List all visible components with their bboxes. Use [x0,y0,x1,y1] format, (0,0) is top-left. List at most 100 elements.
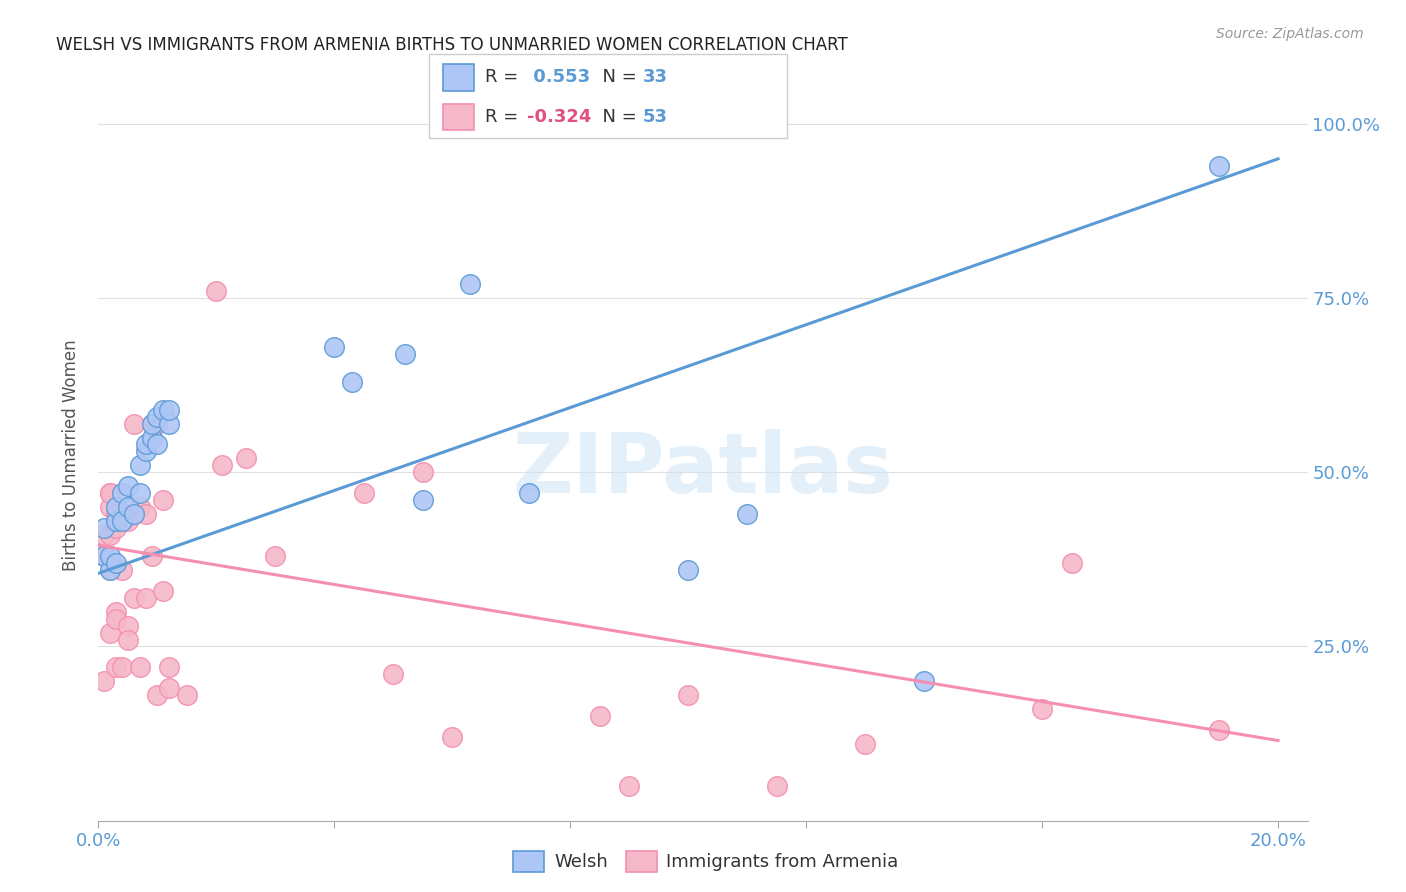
Point [117,632,139,647]
Point [117,479,139,493]
Point [122,507,145,521]
Point [105,500,128,515]
Point [441,730,464,744]
Point [912,674,935,689]
Point [157,681,180,696]
Point [157,402,180,417]
Point [157,660,180,674]
Point [394,347,416,361]
Point [93,674,115,689]
Point [105,521,128,535]
Point [128,486,150,500]
Point [157,417,180,431]
Point [323,340,346,354]
Point [98,625,121,640]
Point [93,521,115,535]
Point [135,507,157,521]
Text: Welsh: Welsh [554,853,607,871]
Point [412,493,434,508]
Point [111,563,134,577]
Point [1208,159,1230,173]
Text: Immigrants from Armenia: Immigrants from Armenia [666,853,898,871]
Point [117,618,139,632]
Point [111,660,134,674]
Point [141,430,163,444]
Point [117,500,139,515]
Point [105,660,128,674]
Point [235,451,257,466]
Point [111,514,134,528]
Point [105,556,128,570]
Point [122,507,145,521]
Point [98,486,121,500]
Text: N =: N = [591,108,643,126]
Point [146,409,169,424]
Point [135,437,157,451]
Point [458,277,481,292]
Point [117,514,139,528]
Point [93,549,115,563]
Point [1208,723,1230,737]
Point [589,709,612,723]
Point [1031,702,1053,716]
Point [135,444,157,458]
Text: Source: ZipAtlas.com: Source: ZipAtlas.com [1216,27,1364,41]
Point [98,549,121,563]
Point [141,417,163,431]
Point [128,458,150,473]
Point [128,500,150,515]
Point [111,514,134,528]
Point [111,486,134,500]
Point [382,667,405,681]
Point [141,417,163,431]
Text: R =: R = [485,108,524,126]
Point [98,500,121,515]
Point [98,486,121,500]
Point [117,507,139,521]
Text: 33: 33 [643,69,668,87]
Point [678,688,700,702]
Point [105,605,128,619]
Point [93,549,115,563]
Point [353,486,375,500]
Point [264,549,287,563]
Point [105,514,128,528]
Y-axis label: Births to Unmarried Women: Births to Unmarried Women [62,339,80,571]
Point [517,486,540,500]
Point [619,779,641,793]
Point [122,591,145,605]
Text: R =: R = [485,69,524,87]
Point [105,612,128,626]
Point [135,591,157,605]
Point [98,528,121,542]
Point [176,688,198,702]
Point [146,417,169,431]
Point [93,528,115,542]
Point [1060,556,1083,570]
Text: ZIPatlas: ZIPatlas [513,429,893,510]
Text: WELSH VS IMMIGRANTS FROM ARMENIA BIRTHS TO UNMARRIED WOMEN CORRELATION CHART: WELSH VS IMMIGRANTS FROM ARMENIA BIRTHS … [56,36,848,54]
Point [146,688,169,702]
Point [853,737,876,751]
Point [105,507,128,521]
Point [340,375,363,389]
Text: 0.553: 0.553 [527,69,591,87]
Point [152,583,174,598]
Point [412,466,434,480]
Point [765,779,787,793]
Point [146,437,169,451]
Text: N =: N = [591,69,643,87]
Point [152,402,174,417]
Point [128,660,150,674]
Point [735,507,758,521]
Point [98,563,121,577]
Point [98,563,121,577]
Point [122,417,145,431]
Point [678,563,700,577]
Point [141,549,163,563]
Point [211,458,233,473]
Text: 53: 53 [643,108,668,126]
Point [205,284,228,298]
Text: -0.324: -0.324 [527,108,592,126]
Point [152,493,174,508]
